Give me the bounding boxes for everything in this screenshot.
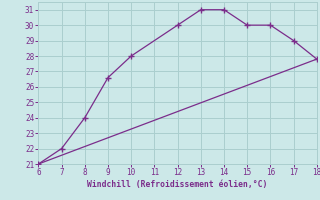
X-axis label: Windchill (Refroidissement éolien,°C): Windchill (Refroidissement éolien,°C) [87, 180, 268, 189]
